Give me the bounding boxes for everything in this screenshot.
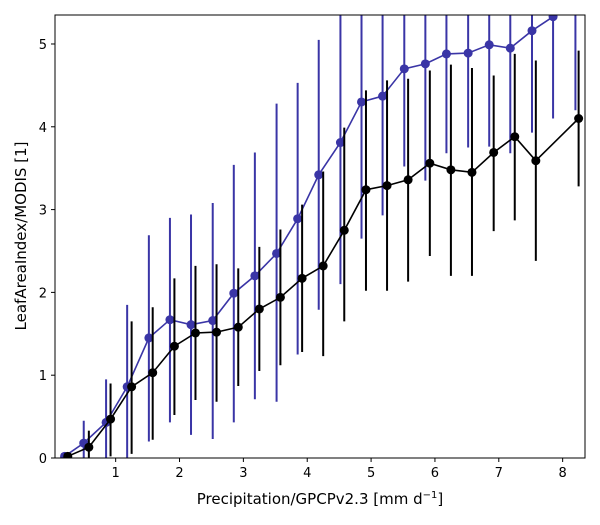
data-point [425,158,435,168]
data-point [361,185,371,195]
data-point [467,167,477,177]
x-axis-title-superscript: −1 [423,490,438,501]
y-axis-title: LeafAreaIndex/MODIS [1] [12,142,30,331]
y-tick-label: 2 [39,286,47,301]
x-tick-label: 4 [303,466,311,481]
data-point [127,382,137,392]
data-point [505,43,515,53]
data-point [229,288,239,298]
data-point [339,225,349,235]
data-point [382,181,392,191]
x-tick-label: 2 [175,466,183,481]
plot-area [60,0,584,458]
data-point [399,64,409,74]
data-point [403,175,413,185]
data-point [84,442,94,452]
y-tick-label: 5 [39,38,47,53]
y-tick-label: 3 [39,204,47,219]
data-point [275,292,285,302]
data-point [314,170,324,180]
data-point [165,315,175,325]
x-tick-label: 3 [239,466,247,481]
x-axis-title-end: ] [437,490,443,508]
data-point [378,91,388,101]
data-point [190,328,200,338]
data-point [144,333,154,343]
data-point [548,15,558,22]
data-point [574,114,584,124]
y-tick-label: 4 [39,121,47,136]
data-point [527,26,537,36]
data-point [208,316,218,326]
data-point [446,165,456,175]
data-point [357,97,367,107]
x-tick-label: 5 [367,466,375,481]
data-point [106,414,116,424]
y-tick-label: 0 [39,452,47,467]
data-point [531,156,541,166]
data-point [463,48,473,58]
data-point [233,322,243,332]
data-point [148,368,158,378]
series-1 [60,0,580,458]
data-point [420,59,430,69]
x-tick-label: 7 [495,466,503,481]
x-axis: 1 2 3 4 5 6 7 8 [112,458,567,481]
x-tick-label: 6 [431,466,439,481]
x-tick-label: 8 [559,466,567,481]
data-point [250,271,260,281]
series-2 [63,50,584,458]
data-point [510,132,520,142]
data-point [571,0,580,7]
data-point [489,147,499,157]
data-point [63,451,73,458]
data-point [293,214,303,224]
data-point [484,40,494,50]
data-point [441,49,451,59]
data-point [186,320,196,330]
data-point [297,273,307,283]
series-line [64,15,558,457]
y-tick-label: 1 [39,369,47,384]
plot-frame [54,14,586,459]
x-axis-title: Precipitation/GPCPv2.3 [mm d−1] [197,490,443,508]
data-point [335,138,345,148]
x-tick-label: 1 [112,466,120,481]
data-point [169,341,179,351]
data-point [272,248,282,258]
data-point [254,304,264,314]
y-axis: 0 1 2 3 4 5 [39,38,55,467]
data-point [318,261,328,271]
data-point [212,327,222,337]
